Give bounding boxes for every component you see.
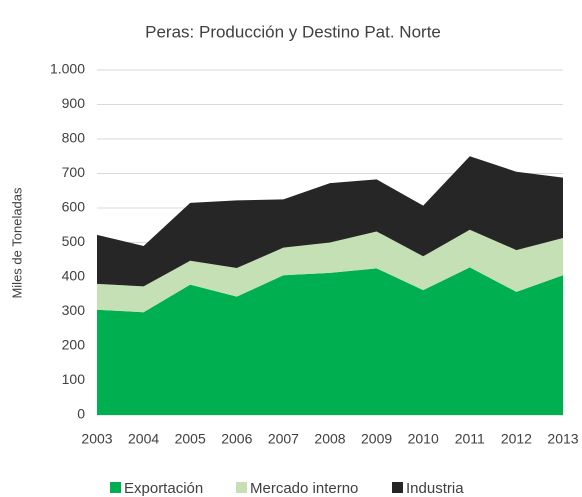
y-tick-label: 0 bbox=[77, 406, 85, 422]
y-tick-label: 500 bbox=[62, 233, 86, 249]
y-axis-label: Miles de Toneladas bbox=[9, 187, 24, 299]
legend-swatch bbox=[392, 482, 403, 493]
x-tick-label: 2003 bbox=[81, 431, 112, 447]
x-tick-label: 2011 bbox=[455, 431, 485, 447]
x-tick-label: 2010 bbox=[408, 431, 439, 447]
y-tick-label: 700 bbox=[62, 164, 86, 180]
x-tick-label: 2005 bbox=[175, 431, 206, 447]
area bbox=[97, 156, 563, 287]
x-tick-label: 2013 bbox=[547, 431, 578, 447]
area bbox=[97, 229, 563, 313]
legend-swatch bbox=[236, 482, 247, 493]
legend-label: Exportación bbox=[124, 480, 203, 497]
y-tick-label: 600 bbox=[62, 199, 86, 215]
x-tick-label: 2007 bbox=[268, 431, 299, 447]
y-tick-label: 800 bbox=[62, 130, 86, 146]
y-tick-label: 300 bbox=[62, 302, 86, 318]
x-tick-label: 2012 bbox=[501, 431, 532, 447]
y-tick-label: 400 bbox=[62, 268, 86, 284]
y-tick-label: 1.000 bbox=[50, 61, 85, 77]
chart-title: Peras: Producción y Destino Pat. Norte bbox=[145, 22, 441, 41]
legend-label: Industria bbox=[406, 480, 464, 497]
y-tick-label: 100 bbox=[62, 371, 86, 387]
x-tick-label: 2009 bbox=[361, 431, 392, 447]
y-tick-label: 200 bbox=[62, 337, 86, 353]
area bbox=[97, 267, 563, 415]
legend-label: Mercado interno bbox=[250, 480, 358, 497]
x-tick-label: 2004 bbox=[128, 431, 159, 447]
x-tick-label: 2006 bbox=[221, 431, 252, 447]
legend-swatch bbox=[110, 482, 121, 493]
y-tick-label: 900 bbox=[62, 95, 86, 111]
x-tick-label: 2008 bbox=[314, 431, 345, 447]
